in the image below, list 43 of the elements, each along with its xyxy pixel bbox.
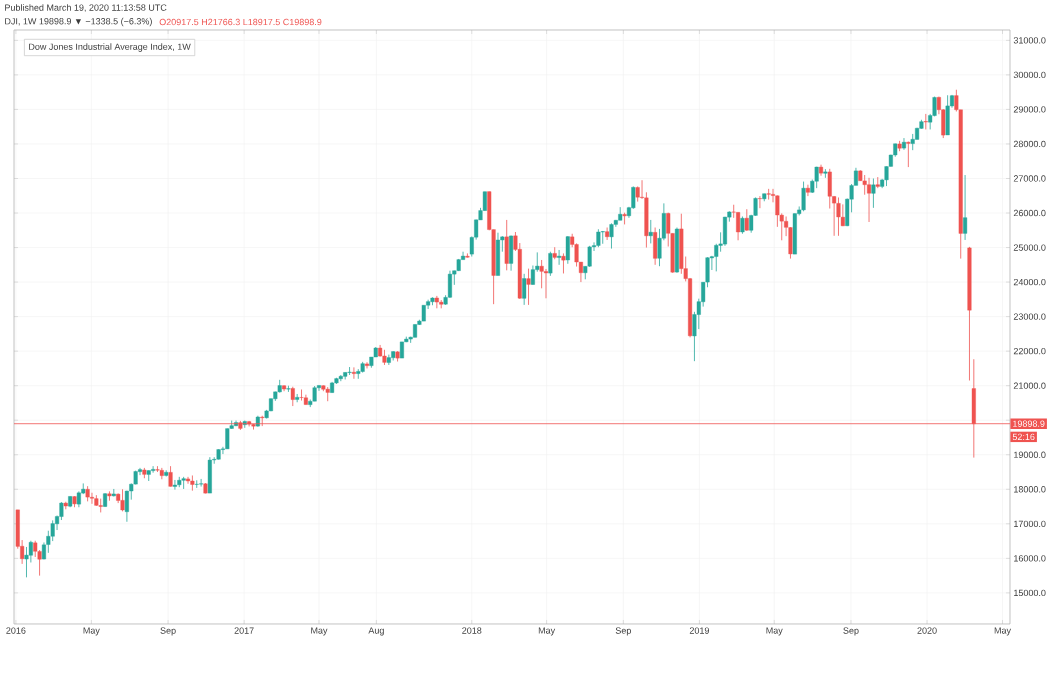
candlestick — [801, 181, 806, 212]
candlestick — [225, 428, 230, 450]
candlestick — [565, 235, 570, 265]
candlestick — [757, 195, 762, 209]
candlestick — [548, 251, 553, 277]
candlestick — [543, 268, 548, 299]
candlestick — [792, 212, 797, 255]
candlestick — [347, 366, 352, 376]
candlestick — [871, 178, 876, 209]
candlestick — [609, 222, 614, 249]
candlestick — [98, 498, 103, 513]
candlestick — [190, 475, 195, 492]
candlestick — [522, 273, 527, 306]
candlestick — [744, 208, 749, 232]
candlestick — [24, 546, 29, 578]
candlestick — [561, 253, 566, 274]
candlestick — [447, 270, 452, 299]
candlestick — [495, 232, 500, 276]
candlestick — [605, 227, 610, 241]
candlestick — [766, 188, 771, 200]
candlestick — [648, 219, 653, 244]
candlestick — [299, 389, 304, 401]
candlestick — [172, 479, 177, 491]
candlestick — [526, 268, 531, 306]
candlestick — [351, 366, 356, 380]
candlestick — [945, 94, 950, 136]
candlestick — [722, 216, 727, 247]
candlestick — [836, 197, 841, 237]
candlestick — [181, 476, 186, 490]
candlestick — [679, 213, 684, 275]
candlestick — [906, 141, 911, 168]
candlestick — [963, 174, 968, 241]
candlestick — [504, 219, 509, 271]
candlestick — [867, 177, 872, 223]
candlestick — [89, 492, 94, 505]
candlestick — [631, 186, 636, 210]
candlestick — [168, 465, 173, 487]
candlestick — [509, 235, 514, 272]
candlestick — [814, 166, 819, 189]
candlestick — [37, 549, 42, 577]
candlestick — [600, 230, 605, 245]
candlestick — [186, 476, 191, 485]
candlestick — [805, 184, 810, 197]
